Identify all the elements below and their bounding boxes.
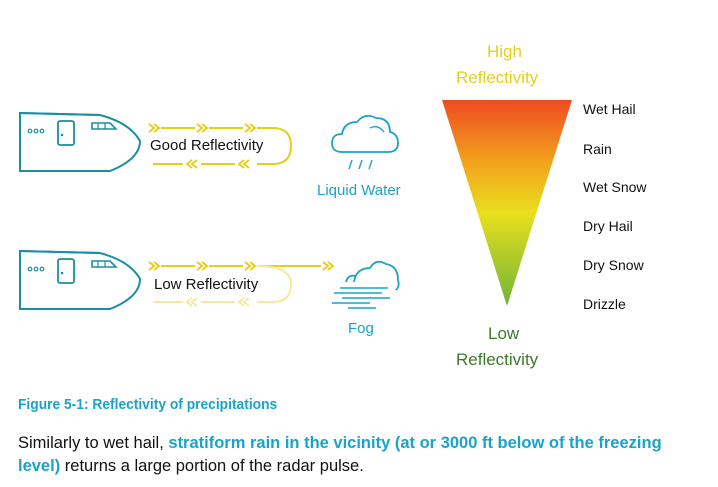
body-paragraph: Similarly to wet hail, stratiform rain i… — [18, 432, 708, 478]
signal-arrows-low — [148, 261, 335, 307]
fog-label: Fog — [348, 320, 374, 337]
aircraft-nose-icon-2 — [19, 249, 142, 310]
figure-caption: Figure 5-1: Reflectivity of precipitatio… — [18, 396, 278, 413]
level-drizzle: Drizzle — [583, 296, 626, 312]
liquid-water-label: Liquid Water — [317, 182, 401, 199]
signal-arrows-good — [148, 123, 293, 169]
low-label-line2: Reflectivity — [456, 350, 539, 369]
high-label-line2: Reflectivity — [456, 68, 539, 87]
aircraft-nose-icon-1 — [19, 111, 142, 172]
level-dry-hail: Dry Hail — [583, 218, 633, 234]
level-rain: Rain — [583, 141, 612, 157]
level-wet-hail: Wet Hail — [583, 101, 636, 117]
level-wet-snow: Wet Snow — [583, 179, 647, 195]
fog-cloud-icon — [332, 260, 400, 309]
body-highlight: stratiform rain in the vicinity (at or 3… — [18, 434, 662, 475]
body-intro: Similarly to wet hail, — [18, 434, 169, 452]
reflectivity-triangle — [442, 100, 572, 306]
good-reflectivity-label: Good Reflectivity — [150, 137, 264, 154]
high-label-line1: High — [487, 42, 522, 61]
rain-cloud-icon — [331, 114, 399, 170]
low-label-line1: Low — [488, 324, 520, 343]
level-dry-snow: Dry Snow — [583, 257, 644, 273]
low-reflectivity-label: Low Reflectivity — [154, 276, 259, 293]
body-outro: returns a large portion of the radar pul… — [60, 457, 364, 475]
reflectivity-diagram: Good Reflectivity Liquid Water — [19, 42, 647, 369]
